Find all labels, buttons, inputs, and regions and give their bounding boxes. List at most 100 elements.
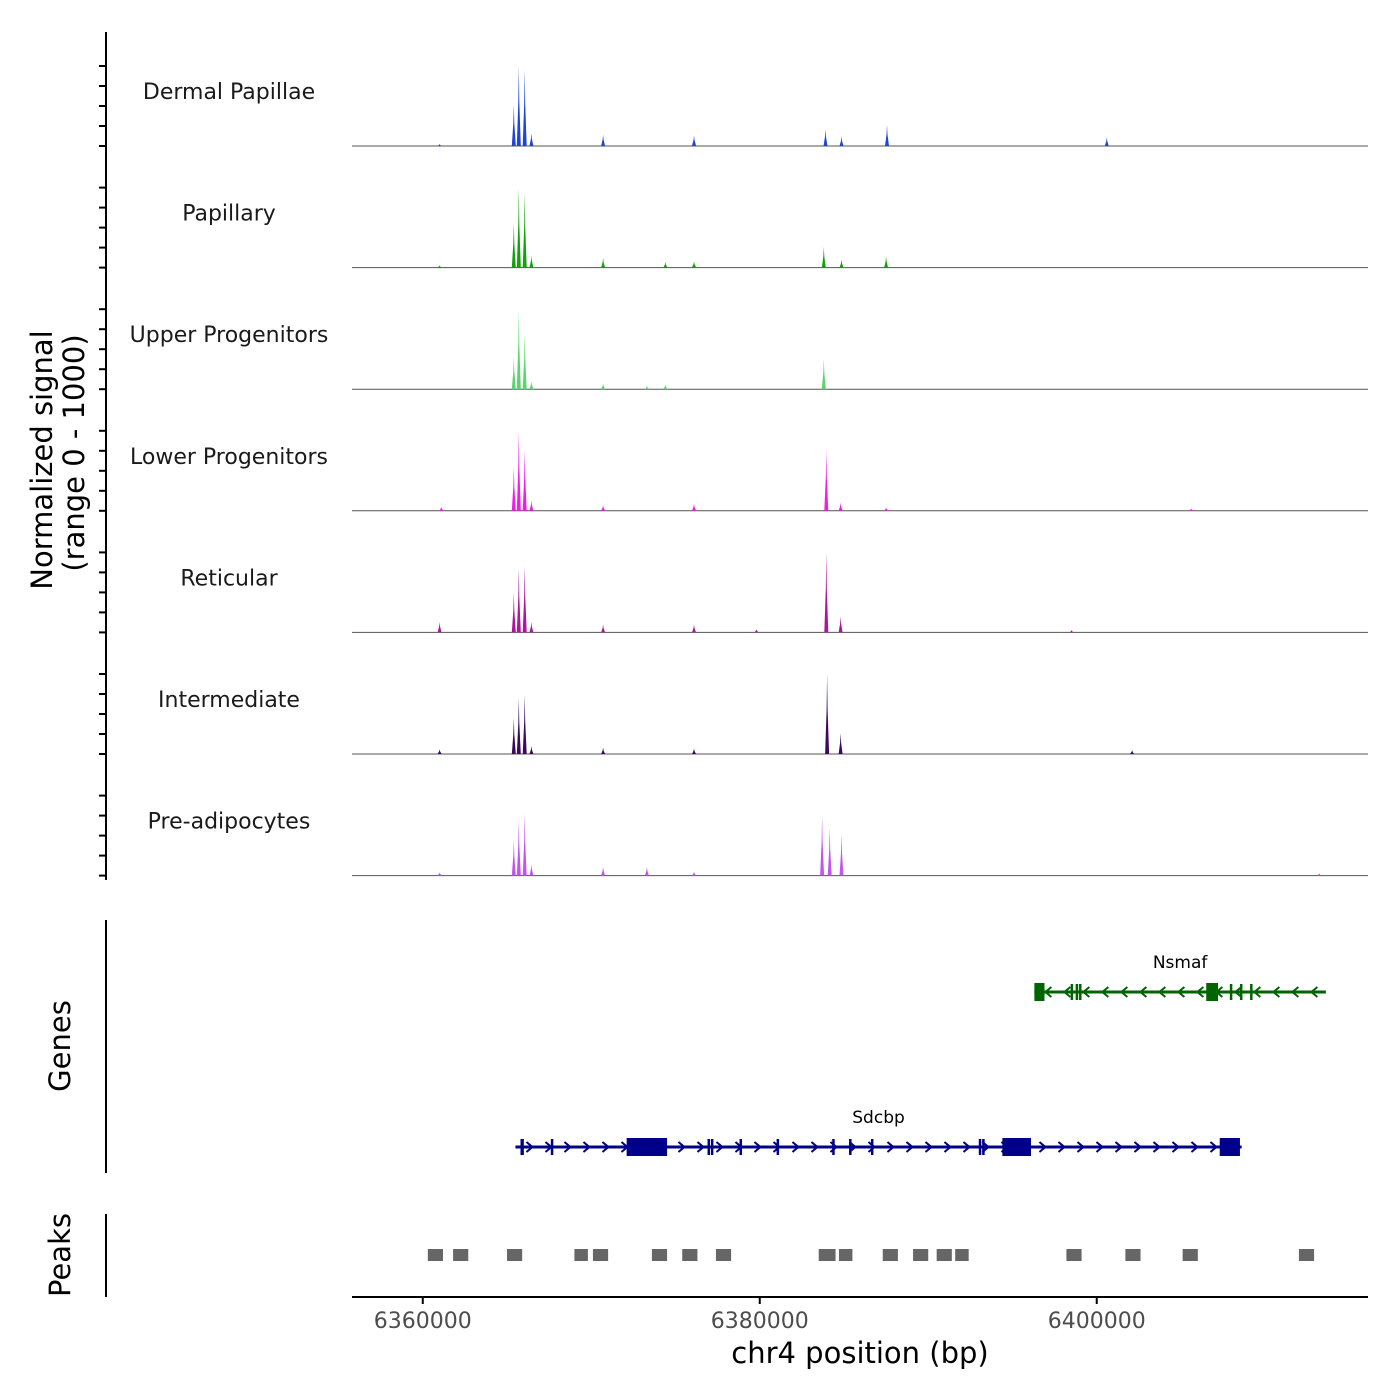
gene-exon: [1219, 1138, 1240, 1156]
x-axis: 6360000 6380000 6400000: [352, 1296, 1368, 1334]
track-label: Upper Progenitors: [130, 323, 329, 348]
signal-peak: [821, 358, 826, 390]
strand-arrow: [772, 1141, 781, 1153]
strand-arrow: [886, 1141, 895, 1153]
y-axis-title-line1: Normalized signal: [25, 330, 59, 589]
signal-peak: [839, 834, 844, 876]
gene-exon: [870, 1139, 874, 1155]
signal-peak: [839, 136, 844, 146]
track-2: Upper Progenitors: [130, 309, 1368, 390]
strand-arrow: [1057, 1141, 1067, 1153]
signal-peak: [663, 384, 668, 390]
peak-region: [682, 1249, 698, 1261]
signal-peak: [439, 506, 444, 511]
peak-region: [592, 1249, 609, 1261]
gene-exon: [832, 1139, 835, 1155]
signal-peak: [529, 746, 534, 754]
track-label: Papillary: [182, 202, 276, 227]
strand-arrow: [1133, 1141, 1143, 1153]
signal-y-axis: [99, 32, 107, 880]
signal-peak: [691, 261, 697, 268]
signal-peak: [644, 386, 649, 390]
gene-annotation-track: Nsmaf Sdcbp: [515, 953, 1326, 1156]
strand-arrow: [1271, 986, 1281, 998]
signal-peak: [522, 694, 527, 754]
signal-peak: [821, 246, 826, 268]
x-tick-label: 6400000: [1048, 1309, 1146, 1334]
signal-peak: [522, 813, 527, 876]
strand-arrow: [962, 1141, 971, 1153]
signal-peak: [839, 259, 844, 268]
gene-exon: [739, 1139, 743, 1155]
peak-region: [1066, 1249, 1082, 1261]
strand-arrow: [1171, 1141, 1181, 1153]
signal-peak: [529, 622, 534, 633]
strand-arrow: [715, 1141, 724, 1153]
signal-peak: [692, 748, 696, 754]
signal-peak: [823, 129, 828, 146]
peak-region: [1182, 1249, 1198, 1261]
signal-peak: [529, 133, 534, 146]
gene-exon: [849, 1139, 852, 1155]
signal-peak: [754, 629, 759, 633]
signal-peak: [1069, 630, 1074, 633]
signal-peak: [437, 265, 442, 268]
x-tick-label: 6380000: [711, 1309, 809, 1334]
track-label: Pre-adipocytes: [148, 810, 311, 835]
signal-peak: [692, 624, 696, 633]
signal-peak: [884, 507, 889, 511]
signal-peak: [691, 135, 697, 146]
gene-exon: [1070, 984, 1074, 1000]
signal-peak: [516, 698, 521, 754]
peak-region-track: [427, 1249, 1315, 1261]
strand-arrow: [1095, 1141, 1105, 1153]
signal-peak: [437, 622, 442, 633]
strand-arrow: [1062, 986, 1072, 998]
signal-peak: [838, 733, 843, 754]
strand-arrow: [1233, 986, 1243, 998]
genes-axis-title: Genes: [43, 1000, 77, 1092]
peak-region: [1298, 1249, 1315, 1261]
signal-peak: [511, 357, 516, 390]
strand-arrow: [791, 1141, 800, 1153]
signal-peak: [601, 505, 606, 511]
track-label: Lower Progenitors: [130, 445, 328, 470]
gene-label: Nsmaf: [1153, 953, 1209, 973]
signal-peak: [644, 866, 649, 876]
signal-peak: [692, 871, 696, 876]
peak-region: [838, 1249, 853, 1261]
signal-peak: [663, 262, 668, 268]
signal-peak: [1130, 750, 1135, 754]
signal-peak: [511, 839, 516, 876]
peak-region: [427, 1249, 443, 1261]
gene-exon: [550, 1139, 554, 1155]
gene-exon: [776, 1139, 780, 1155]
gene-exon: [1034, 983, 1045, 1001]
signal-peak: [511, 466, 516, 511]
signal-peak: [516, 430, 521, 511]
signal-peak: [511, 718, 516, 754]
signal-peak: [516, 819, 521, 876]
signal-peak: [824, 450, 829, 511]
strand-arrow: [1081, 986, 1091, 998]
x-axis-title: chr4 position (bp): [731, 1336, 988, 1370]
gene-exon: [1206, 983, 1219, 1001]
y-axis-title-line2: (range 0 - 1000): [57, 334, 91, 571]
strand-arrow: [753, 1141, 762, 1153]
strand-arrow: [1038, 1141, 1048, 1153]
signal-peak: [827, 827, 832, 876]
peak-region: [1125, 1249, 1141, 1261]
signal-peak: [601, 747, 606, 754]
signal-peak: [838, 616, 843, 633]
strand-arrow: [677, 1141, 686, 1153]
signal-peak: [522, 566, 527, 633]
signal-peak: [820, 814, 825, 876]
x-tick-label: 6360000: [374, 1309, 472, 1334]
signal-peak: [516, 309, 521, 390]
strand-arrow: [1152, 1141, 1162, 1153]
strand-arrow: [1209, 1141, 1219, 1153]
signal-peak: [885, 125, 889, 146]
strand-arrow: [1076, 1141, 1086, 1153]
signal-peak: [601, 866, 606, 876]
